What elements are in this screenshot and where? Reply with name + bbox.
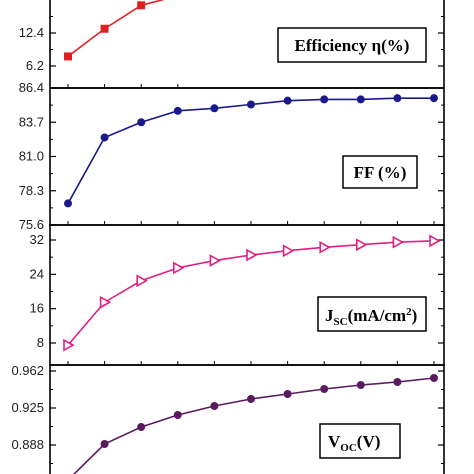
data-point (429, 234, 441, 248)
data-point (356, 381, 365, 389)
data-point (100, 133, 109, 142)
data-point (173, 261, 185, 275)
y-tick-label: 8 (37, 335, 44, 350)
data-point (247, 395, 255, 403)
data-point (282, 244, 295, 258)
data-point (430, 374, 438, 382)
data-point (320, 95, 329, 104)
data-point (210, 104, 219, 113)
data-point (393, 94, 402, 103)
data-point (137, 423, 146, 431)
legend-efficiency-label: Efficiency η(%) (295, 36, 410, 55)
data-point (283, 390, 292, 398)
y-tick-label: 24 (30, 266, 44, 281)
data-point (246, 248, 258, 262)
panel-4: 0.888 0.925 0.962 (11, 363, 445, 474)
series-2 (64, 94, 438, 208)
y-tick-label: 86.4 (19, 80, 44, 95)
data-point (64, 52, 72, 61)
panel-3: 8 16 24 32 (30, 224, 445, 366)
y-tick-label: 12.4 (19, 25, 44, 40)
plot-area: 6.212.475.678.381.083.786.481624320.8880… (11, 0, 445, 474)
y-tick-label: 6.2 (26, 58, 44, 73)
data-point (137, 118, 146, 127)
data-point (209, 254, 222, 267)
data-point (210, 402, 219, 410)
y-tick-label: 16 (30, 301, 44, 316)
data-point (355, 238, 368, 252)
series-line (67, 0, 165, 58)
data-point (173, 411, 182, 419)
y-tick-label: 32 (30, 232, 44, 247)
data-point (430, 94, 438, 103)
y-tick-label: 78.3 (19, 183, 44, 198)
data-point (356, 95, 365, 104)
series-1 (64, 0, 165, 61)
legend-voc: VOC(V) (319, 423, 401, 459)
series-3 (63, 234, 441, 352)
panel-2: 75.6 78.3 81.0 83.7 86.4 (19, 80, 445, 232)
legend-ff: FF (%) (342, 155, 418, 189)
data-point (99, 295, 112, 309)
y-tick-label: 0.962 (11, 363, 44, 378)
data-point (283, 96, 292, 105)
data-point (100, 24, 109, 33)
data-point (100, 440, 109, 448)
data-point (319, 240, 331, 254)
y-tick-label: 83.7 (19, 114, 44, 129)
y-tick-label: 75.6 (19, 217, 44, 232)
data-point (320, 385, 329, 393)
panel-frame (49, 364, 445, 474)
data-point (247, 100, 255, 109)
data-point (393, 378, 402, 386)
data-point (136, 274, 148, 288)
data-point (173, 106, 182, 115)
y-tick-label: 0.925 (11, 400, 44, 415)
legend-efficiency: Efficiency η(%) (277, 27, 427, 63)
y-tick-label: 0.888 (11, 437, 44, 452)
legend-voc-label: VOC(V) (328, 432, 380, 454)
data-point (63, 338, 75, 352)
legend-jsc-label: JSC(mA/cm2) (325, 306, 417, 328)
legend-jsc: JSC(mA/cm2) (317, 296, 427, 332)
series-4 (72, 374, 438, 474)
data-point (392, 235, 405, 249)
y-tick-label: 81.0 (19, 149, 44, 164)
data-point (137, 1, 146, 10)
data-point (64, 199, 72, 208)
legend-ff-label: FF (%) (354, 163, 407, 182)
panel-frame (49, 224, 445, 366)
